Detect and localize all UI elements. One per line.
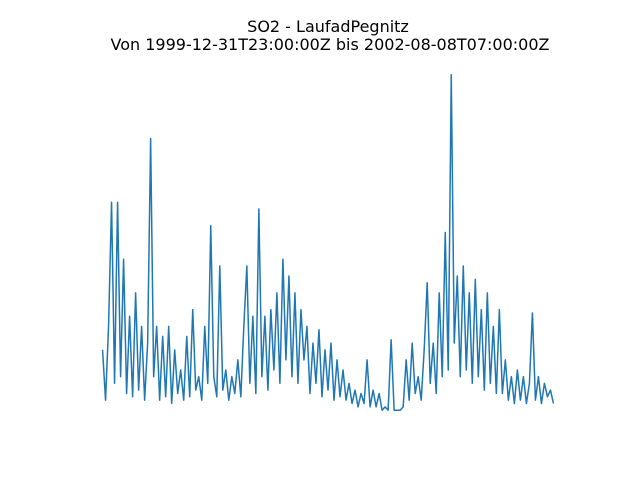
chart-title: SO2 - LaufadPegnitz bbox=[247, 17, 409, 36]
chart-subtitle: Von 1999-12-31T23:00:00Z bis 2002-08-08T… bbox=[111, 35, 550, 54]
line bbox=[101, 74, 555, 411]
